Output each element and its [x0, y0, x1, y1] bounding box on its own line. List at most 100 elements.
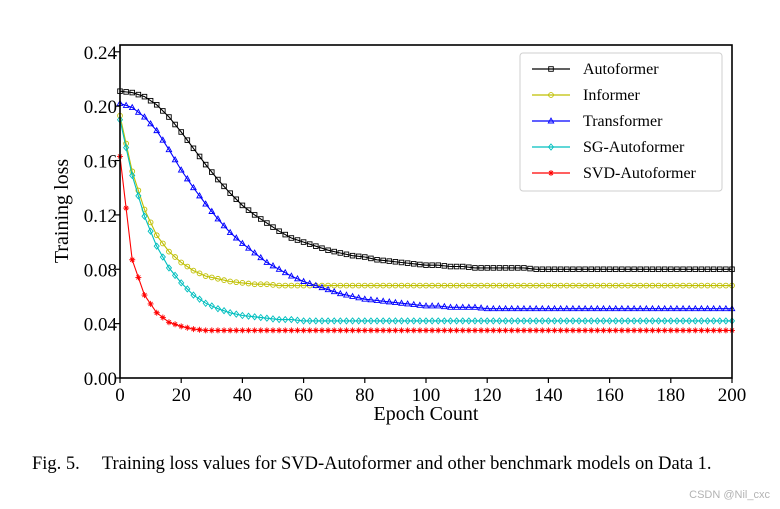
data-point — [441, 263, 448, 269]
data-point — [312, 327, 319, 334]
data-point — [631, 282, 637, 289]
data-point — [288, 282, 295, 289]
data-point — [668, 266, 674, 273]
data-point — [202, 200, 210, 207]
data-point — [441, 317, 448, 325]
data-point — [325, 327, 332, 334]
data-point — [282, 231, 288, 238]
data-point — [411, 261, 417, 267]
data-point — [227, 327, 234, 334]
data-point — [178, 279, 185, 287]
data-point — [276, 282, 282, 289]
data-point — [570, 282, 576, 289]
data-point — [624, 327, 631, 334]
data-point — [429, 327, 436, 334]
x-tick-label: 80 — [355, 385, 374, 406]
data-point — [643, 317, 650, 325]
data-point — [484, 327, 491, 334]
data-point — [673, 327, 680, 334]
data-point — [404, 300, 412, 307]
data-point — [318, 317, 326, 325]
data-point — [551, 282, 558, 289]
data-point — [147, 227, 154, 235]
data-point — [478, 265, 484, 271]
data-point — [416, 301, 424, 308]
data-point — [661, 304, 669, 312]
data-point — [704, 327, 711, 334]
data-point — [527, 265, 533, 272]
x-tick-label: 140 — [534, 385, 563, 406]
data-point — [257, 253, 265, 261]
data-point — [637, 327, 644, 334]
data-point — [134, 108, 142, 115]
data-point — [159, 253, 166, 261]
data-point — [551, 317, 558, 325]
data-point — [453, 263, 460, 270]
line-chart: 0 20 40 60 80 100 120 140 160 180 200 0.00 0.04 0.08… — [51, 43, 746, 425]
data-point — [429, 262, 435, 268]
data-point — [171, 271, 179, 280]
data-point — [575, 304, 583, 312]
data-point — [545, 282, 552, 289]
data-point — [318, 283, 326, 291]
data-point — [680, 266, 686, 273]
data-point — [367, 327, 374, 334]
data-point — [582, 282, 588, 289]
data-point — [233, 310, 240, 318]
data-point — [496, 317, 503, 325]
data-point — [539, 282, 546, 289]
data-point — [465, 327, 472, 334]
data-point — [214, 215, 222, 222]
data-point — [331, 317, 338, 325]
data-point — [533, 266, 539, 273]
data-point — [123, 143, 130, 152]
data-point — [147, 219, 154, 226]
data-point — [649, 317, 656, 325]
data-point — [245, 327, 252, 334]
data-point — [459, 263, 466, 270]
data-point — [648, 304, 656, 312]
data-point — [422, 317, 430, 325]
data-point — [545, 317, 552, 325]
data-point — [312, 317, 319, 325]
data-point — [373, 296, 381, 303]
data-point — [190, 291, 197, 299]
data-point — [674, 282, 680, 289]
data-point — [342, 291, 350, 298]
data-point — [245, 280, 252, 287]
legend-label: Transformer — [583, 113, 663, 130]
data-point — [386, 258, 393, 264]
data-point — [196, 192, 204, 199]
data-point — [447, 327, 454, 334]
data-point — [649, 327, 656, 334]
data-point — [410, 317, 417, 325]
x-tick-label: 40 — [233, 385, 252, 406]
data-point — [251, 249, 259, 256]
x-axis-label: Epoch Count — [374, 403, 479, 425]
data-point — [331, 248, 337, 255]
data-point — [680, 282, 686, 289]
legend-box — [519, 52, 723, 192]
data-point — [551, 304, 558, 312]
data-point — [527, 282, 533, 289]
data-point — [232, 234, 240, 241]
data-point — [129, 256, 136, 263]
data-point — [618, 282, 625, 289]
data-point — [484, 265, 490, 271]
data-point — [288, 327, 295, 334]
data-point — [264, 220, 270, 226]
data-point — [453, 303, 461, 310]
data-point — [269, 315, 277, 323]
data-point — [496, 282, 503, 289]
data-point — [337, 327, 344, 334]
data-point — [391, 298, 399, 306]
data-point — [471, 317, 479, 325]
data-point — [477, 317, 485, 325]
legend-item: Informer — [532, 87, 641, 104]
data-point — [189, 183, 197, 191]
data-point — [233, 196, 240, 203]
data-point — [263, 327, 270, 334]
data-point — [233, 279, 240, 286]
data-point — [686, 327, 693, 334]
data-point — [423, 262, 429, 268]
